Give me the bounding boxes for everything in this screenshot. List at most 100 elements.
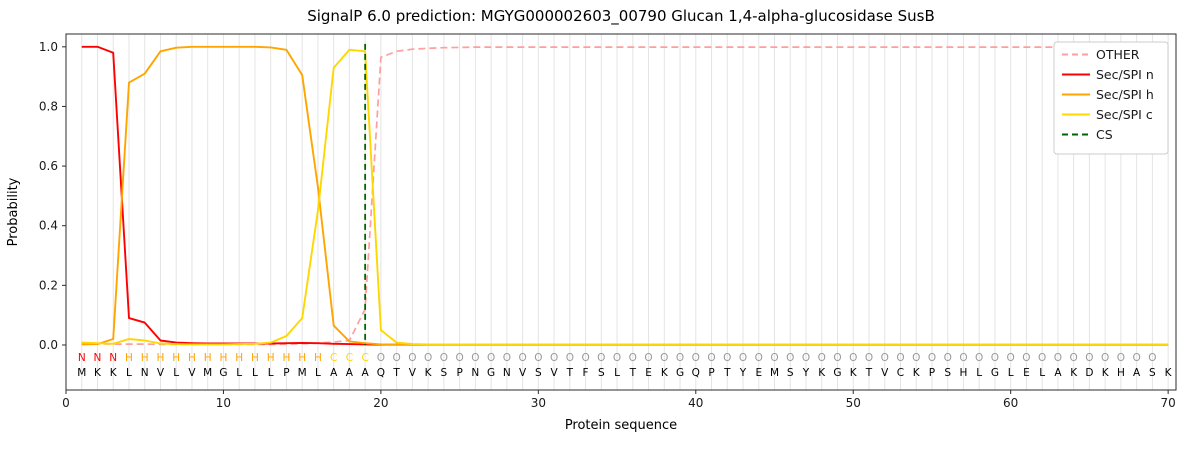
sequence-letter: L <box>1008 367 1014 379</box>
sequence-letter: K <box>1165 367 1173 379</box>
region-letter: O <box>912 352 920 364</box>
sequence-letter: V <box>188 367 196 379</box>
sequence-letter: S <box>535 367 542 379</box>
region-letter: O <box>597 352 605 364</box>
sequence-letter: V <box>409 367 417 379</box>
region-letter: O <box>1117 352 1125 364</box>
series-line-sec-spi-c <box>81 48 1169 346</box>
region-letter: O <box>1101 352 1109 364</box>
region-letter: O <box>471 352 479 364</box>
region-letter: O <box>959 352 967 364</box>
sequence-letter: K <box>425 367 433 379</box>
sequence-letter: H <box>1117 367 1125 379</box>
region-letter: O <box>849 352 857 364</box>
sequence-letter: K <box>110 367 118 379</box>
region-letter: N <box>78 352 86 364</box>
region-letter: O <box>786 352 794 364</box>
sequence-rows: NMNKNKHLHNHVHLHVHMHGHLHLHLHPHMHLCACACAOQ… <box>77 352 1172 379</box>
sequence-letter: N <box>471 367 479 379</box>
region-letter: O <box>1133 352 1141 364</box>
region-letter: O <box>818 352 826 364</box>
sequence-letter: T <box>629 367 637 379</box>
sequence-letter: D <box>1085 367 1093 379</box>
region-letter: C <box>361 352 368 364</box>
sequence-letter: M <box>77 367 86 379</box>
region-letter: O <box>991 352 999 364</box>
sequence-letter: K <box>1102 367 1110 379</box>
region-letter: O <box>707 352 715 364</box>
sequence-letter: A <box>1054 367 1062 379</box>
region-letter: H <box>188 352 196 364</box>
region-letter: O <box>534 352 542 364</box>
sequence-letter: M <box>770 367 779 379</box>
sequence-letter: L <box>268 367 274 379</box>
sequence-letter: A <box>362 367 370 379</box>
y-axis-label: Probability <box>6 177 21 246</box>
region-letter: H <box>219 352 227 364</box>
region-letter: H <box>298 352 306 364</box>
y-tick-label: 0.8 <box>39 99 58 113</box>
region-letter: O <box>487 352 495 364</box>
sequence-letter: G <box>487 367 495 379</box>
region-letter: O <box>393 352 401 364</box>
y-tick-label: 0.4 <box>39 219 58 233</box>
sequence-letter: S <box>598 367 605 379</box>
region-letter: H <box>314 352 322 364</box>
region-letter: H <box>251 352 259 364</box>
sequence-letter: N <box>141 367 149 379</box>
sequence-letter: L <box>976 367 982 379</box>
sequence-letter: A <box>1133 367 1141 379</box>
region-letter: O <box>550 352 558 364</box>
region-letter: O <box>613 352 621 364</box>
sequence-letter: L <box>614 367 620 379</box>
y-tick-label: 0.2 <box>39 278 58 292</box>
region-letter: O <box>1022 352 1030 364</box>
region-letter: C <box>330 352 337 364</box>
region-letter: O <box>629 352 637 364</box>
probability-curves <box>81 45 1169 346</box>
region-letter: H <box>282 352 290 364</box>
sequence-letter: T <box>723 367 731 379</box>
sequence-letter: P <box>929 367 935 379</box>
region-letter: O <box>455 352 463 364</box>
region-letter: O <box>802 352 810 364</box>
axis-ticks: 0.0 0.2 0.4 0.6 0.8 1.0 0 10 20 30 40 50 60 70 <box>39 40 1176 410</box>
region-letter: O <box>660 352 668 364</box>
x-tick-label: 0 <box>62 396 70 410</box>
sequence-letter: M <box>203 367 212 379</box>
sequence-letter: S <box>944 367 951 379</box>
region-letter: H <box>267 352 275 364</box>
region-letter: O <box>865 352 873 364</box>
sequence-letter: Y <box>802 367 810 379</box>
sequence-letter: N <box>503 367 511 379</box>
sequence-letter: C <box>897 367 904 379</box>
region-letter: O <box>692 352 700 364</box>
region-letter: O <box>440 352 448 364</box>
region-letter: O <box>975 352 983 364</box>
legend-label: Sec/SPI c <box>1096 107 1153 122</box>
sequence-letter: E <box>755 367 762 379</box>
region-letter: O <box>1038 352 1046 364</box>
sequence-letter: L <box>252 367 258 379</box>
sequence-letter: A <box>346 367 354 379</box>
sequence-letter: S <box>1149 367 1156 379</box>
sequence-letter: P <box>283 367 289 379</box>
sequence-letter: V <box>550 367 558 379</box>
sequence-letter: P <box>456 367 462 379</box>
series-line-sec-spi-n <box>81 45 1169 346</box>
sequence-letter: G <box>676 367 684 379</box>
plot-area-border <box>65 33 1177 391</box>
x-tick-label: 20 <box>373 396 388 410</box>
region-letter: O <box>928 352 936 364</box>
x-tick-label: 70 <box>1160 396 1175 410</box>
series-line-other <box>81 46 1169 346</box>
region-letter: O <box>833 352 841 364</box>
legend-label: CS <box>1096 127 1113 142</box>
sequence-letter: G <box>219 367 227 379</box>
sequence-letter: Q <box>692 367 700 379</box>
sequence-letter: L <box>126 367 132 379</box>
sequence-letter: T <box>392 367 400 379</box>
sequence-letter: S <box>787 367 794 379</box>
legend-label: Sec/SPI n <box>1096 67 1154 82</box>
